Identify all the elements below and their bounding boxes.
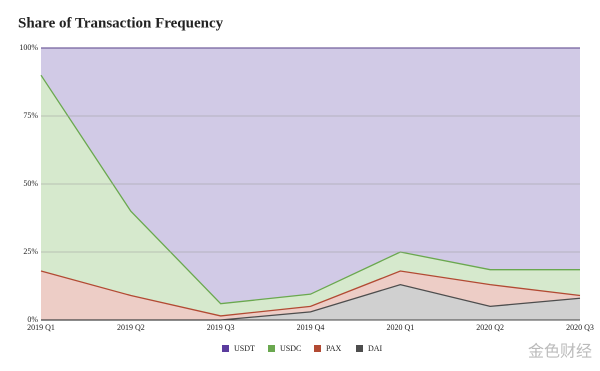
x-tick-label: 2020 Q1	[386, 323, 414, 332]
area-line	[40, 74, 580, 305]
area-fill	[41, 284, 580, 320]
legend-swatch	[356, 345, 363, 352]
legend-label: DAI	[368, 344, 383, 353]
chart-title: Share of Transaction Frequency	[18, 15, 224, 31]
legend-label: PAX	[326, 344, 341, 353]
x-tick-label: 2019 Q1	[27, 323, 55, 332]
x-tick-label: 2020 Q3	[566, 323, 594, 332]
area-line	[40, 270, 581, 317]
legend-label: USDT	[234, 344, 255, 353]
x-tick-label: 2019 Q4	[297, 323, 325, 332]
y-tick-label: 0%	[27, 315, 38, 324]
x-tick-label: 2019 Q2	[117, 323, 145, 332]
area-fill	[41, 48, 580, 304]
x-tick-label: 2019 Q3	[207, 323, 235, 332]
legend-swatch	[222, 345, 229, 352]
y-tick-label: 75%	[23, 111, 38, 120]
watermark: 金色财经	[528, 342, 592, 361]
legend-label: USDC	[280, 344, 301, 353]
area-fill	[41, 271, 580, 320]
y-tick-label: 100%	[19, 43, 38, 52]
legend-swatch	[268, 345, 275, 352]
x-tick-label: 2020 Q2	[476, 323, 504, 332]
y-tick-label: 25%	[23, 247, 38, 256]
y-tick-label: 50%	[23, 179, 38, 188]
legend-swatch	[314, 345, 321, 352]
